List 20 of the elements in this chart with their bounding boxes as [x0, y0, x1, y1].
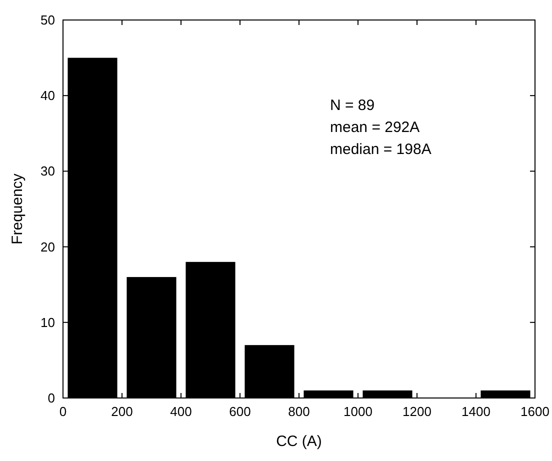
x-tick-label: 200: [111, 404, 133, 419]
annotation: mean = 292A: [330, 119, 420, 136]
x-tick-label: 1000: [344, 404, 372, 419]
x-tick-label: 1200: [402, 404, 432, 419]
y-tick-label: 30: [40, 164, 55, 179]
y-tick-label: 10: [40, 314, 55, 330]
x-tick-label: 0: [59, 404, 67, 419]
x-tick-label: 600: [229, 404, 251, 419]
annotation: median = 198A: [330, 141, 432, 158]
x-tick-label: 400: [170, 404, 192, 419]
x-tick-label: 1600: [520, 404, 550, 419]
y-tick-label: 50: [40, 12, 55, 28]
annotation: N = 89: [330, 97, 375, 114]
y-tick-label: 40: [40, 88, 55, 104]
y-tick-label: 0: [48, 390, 55, 406]
y-tick-label: 20: [40, 239, 55, 254]
x-tick-label: 1400: [462, 404, 490, 419]
y-axis-title: Frequency: [9, 173, 26, 244]
x-tick-label: 800: [288, 404, 310, 419]
x-axis-title: CC (A): [276, 433, 322, 450]
